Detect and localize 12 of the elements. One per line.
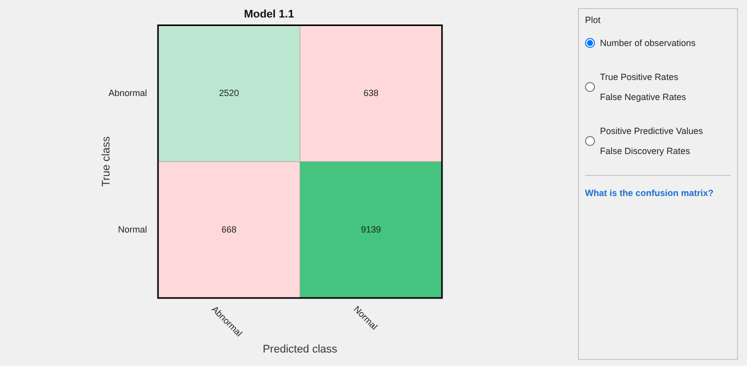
text: What is the confusion matrix?: [585, 188, 715, 198]
text: Number of observations: [600, 37, 696, 50]
text: Positive Predictive Values False Discovery Rates: [600, 125, 703, 158]
y-axis-title: True class: [100, 136, 113, 187]
data-label: 2520: [218, 88, 240, 98]
data-label: 9139: [360, 224, 382, 234]
data-label: 668: [221, 224, 237, 234]
text: True Positive Rates False Negative Rates: [600, 71, 686, 104]
data-label: 638: [363, 88, 379, 98]
text: Plot: [585, 15, 602, 25]
chart-title: Model 1.1: [244, 8, 294, 21]
x-axis-title: Predicted class: [262, 343, 338, 356]
